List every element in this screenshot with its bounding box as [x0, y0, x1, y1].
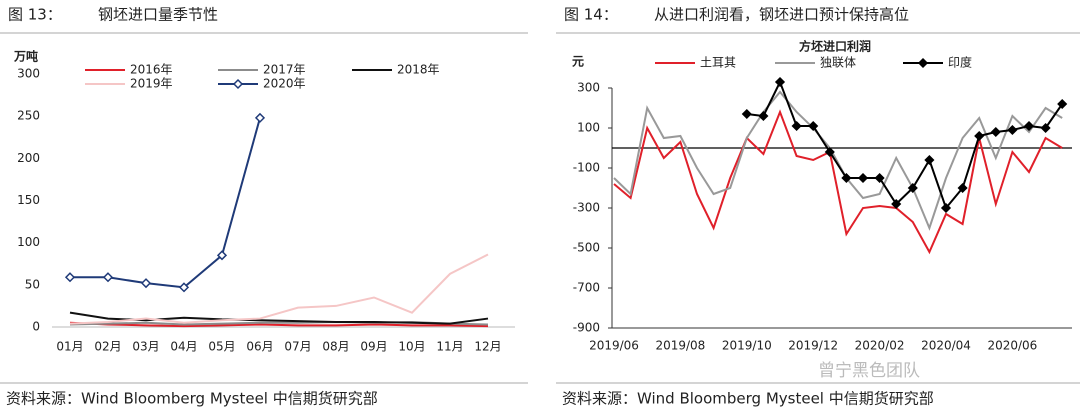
x-tick-label: 06月: [246, 340, 273, 354]
legend-label: 2018年: [397, 63, 440, 77]
y-tick-label: 50: [25, 277, 40, 291]
point-marker: [1023, 120, 1035, 132]
x-tick-label: 07月: [284, 340, 311, 354]
point-marker: [254, 112, 266, 123]
figure-title: 钢坯进口量季节性: [98, 6, 218, 24]
y-tick-label: 300: [17, 67, 40, 81]
y-tick-label: 100: [577, 121, 600, 135]
point-marker: [178, 282, 190, 293]
legend-label: 土耳其: [700, 56, 736, 70]
x-tick-label: 04月: [170, 340, 197, 354]
x-tick-label: 01月: [56, 340, 83, 354]
x-tick-label: 2020/04: [921, 339, 971, 353]
point-marker: [874, 172, 885, 184]
x-tick-label: 2020/02: [855, 339, 905, 353]
point-marker: [907, 182, 918, 194]
point-marker: [791, 120, 802, 132]
source-note: 资料来源：Wind Bloomberg Mysteel 中信期货研究部: [562, 390, 934, 408]
chart-title: 方坯进口利润: [799, 39, 871, 54]
point-marker: [857, 172, 869, 184]
point-marker: [64, 272, 76, 283]
point-marker: [824, 146, 835, 158]
point-marker: [140, 278, 152, 289]
legend-label: 2019年: [130, 77, 173, 91]
x-tick-label: 09月: [360, 340, 387, 354]
legend-label: 2016年: [130, 63, 173, 77]
point-marker: [974, 130, 985, 142]
figure-title: 从进口利润看，钢坯进口预计保持高位: [654, 6, 909, 24]
figure-label: 图 14：: [564, 6, 618, 24]
series-line: [70, 117, 261, 289]
point-marker: [102, 272, 114, 283]
x-tick-label: 2019/12: [788, 339, 838, 353]
series-line: [69, 321, 489, 328]
watermark: 曾宁黑色团队: [818, 361, 920, 381]
point-marker: [1040, 122, 1051, 134]
y-tick-label: 300: [577, 81, 600, 95]
point-marker: [841, 172, 852, 184]
x-tick-label: 2019/10: [722, 339, 772, 353]
y-tick-label: 200: [17, 151, 40, 165]
point-marker: [957, 182, 968, 194]
x-tick-label: 12月: [474, 340, 501, 354]
series-line: [613, 109, 1063, 255]
legend-label: 印度: [948, 55, 972, 70]
y-tick-label: -100: [573, 161, 600, 175]
y-unit: 万吨: [13, 49, 38, 64]
series-line: [613, 90, 1063, 231]
y-tick-label: 150: [17, 193, 40, 207]
point-marker: [924, 154, 935, 166]
legend-marker: [232, 78, 244, 90]
x-tick-label: 2019/08: [655, 339, 705, 353]
x-tick-label: 11月: [436, 340, 463, 354]
y-unit: 元: [572, 55, 584, 69]
point-marker: [940, 202, 952, 214]
y-tick-label: -500: [573, 241, 600, 255]
point-marker: [1007, 124, 1018, 136]
point-marker: [758, 110, 769, 122]
point-marker: [216, 250, 228, 261]
point-marker: [774, 76, 786, 88]
figure-label: 图 13：: [8, 6, 62, 24]
legend-label: 2017年: [263, 63, 306, 77]
y-tick-label: 250: [17, 109, 40, 123]
y-tick-label: -700: [573, 281, 600, 295]
x-tick-label: 2019/06: [589, 339, 639, 353]
legend-label: 2020年: [263, 77, 306, 91]
x-tick-label: 10月: [398, 340, 425, 354]
point-marker: [891, 198, 902, 210]
source-note: 资料来源：Wind Bloomberg Mysteel 中信期货研究部: [6, 390, 378, 408]
x-tick-label: 02月: [94, 340, 121, 354]
y-tick-label: 0: [32, 320, 40, 334]
point-marker: [741, 108, 752, 120]
legend-label: 独联体: [820, 56, 856, 70]
x-tick-label: 03月: [132, 340, 159, 354]
series-line: [746, 79, 1064, 211]
x-tick-label: 05月: [208, 340, 235, 354]
x-tick-label: 08月: [322, 340, 349, 354]
series-line: [69, 253, 489, 325]
y-tick-label: 100: [17, 235, 40, 249]
x-tick-label: 2020/06: [987, 339, 1037, 353]
point-marker: [990, 126, 1001, 138]
y-tick-label: -300: [573, 201, 600, 215]
point-marker: [1057, 98, 1068, 110]
y-tick-label: -900: [573, 321, 600, 335]
point-marker: [808, 120, 819, 132]
legend-marker: [917, 57, 929, 69]
